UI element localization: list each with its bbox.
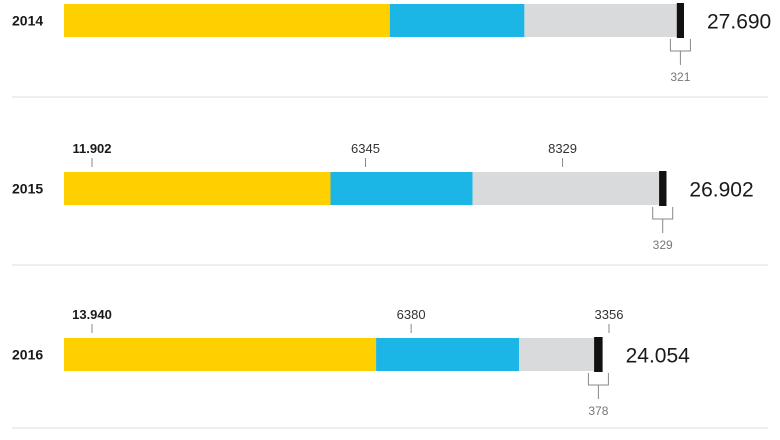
bar-segment-2	[376, 338, 519, 371]
segment-label: 6380	[397, 307, 426, 322]
bar-segment-3	[524, 4, 677, 37]
bar-segment-4	[594, 337, 603, 372]
total-label: 26.902	[689, 179, 753, 202]
segment-label: 11.902	[72, 141, 111, 156]
small-segment-bracket	[652, 207, 674, 233]
year-label: 2015	[12, 181, 43, 197]
bar-segment-1	[64, 4, 390, 37]
segment-label: 8329	[548, 141, 577, 156]
bar-segment-2	[330, 172, 473, 205]
total-label: 24.054	[626, 345, 691, 368]
small-segment-bracket	[587, 373, 609, 399]
small-segment-label: 378	[588, 404, 608, 418]
bar-segment-1	[64, 172, 331, 205]
segment-label: 13.940	[72, 307, 112, 322]
small-segment-label: 321	[670, 70, 690, 84]
bar-segment-3	[519, 338, 595, 371]
segment-label: 3356	[595, 307, 624, 322]
bar-segment-4	[659, 171, 667, 206]
bar-segment-3	[472, 172, 660, 205]
year-label: 2016	[12, 347, 43, 363]
segment-label: 6345	[351, 141, 380, 156]
total-label: 27.690	[707, 11, 771, 34]
year-label: 2014	[12, 13, 43, 29]
bar-segment-4	[676, 3, 684, 38]
small-segment-bracket	[669, 39, 691, 65]
small-segment-label: 329	[653, 238, 673, 252]
bar-segment-1	[64, 338, 377, 371]
bar-segment-2	[389, 4, 525, 37]
